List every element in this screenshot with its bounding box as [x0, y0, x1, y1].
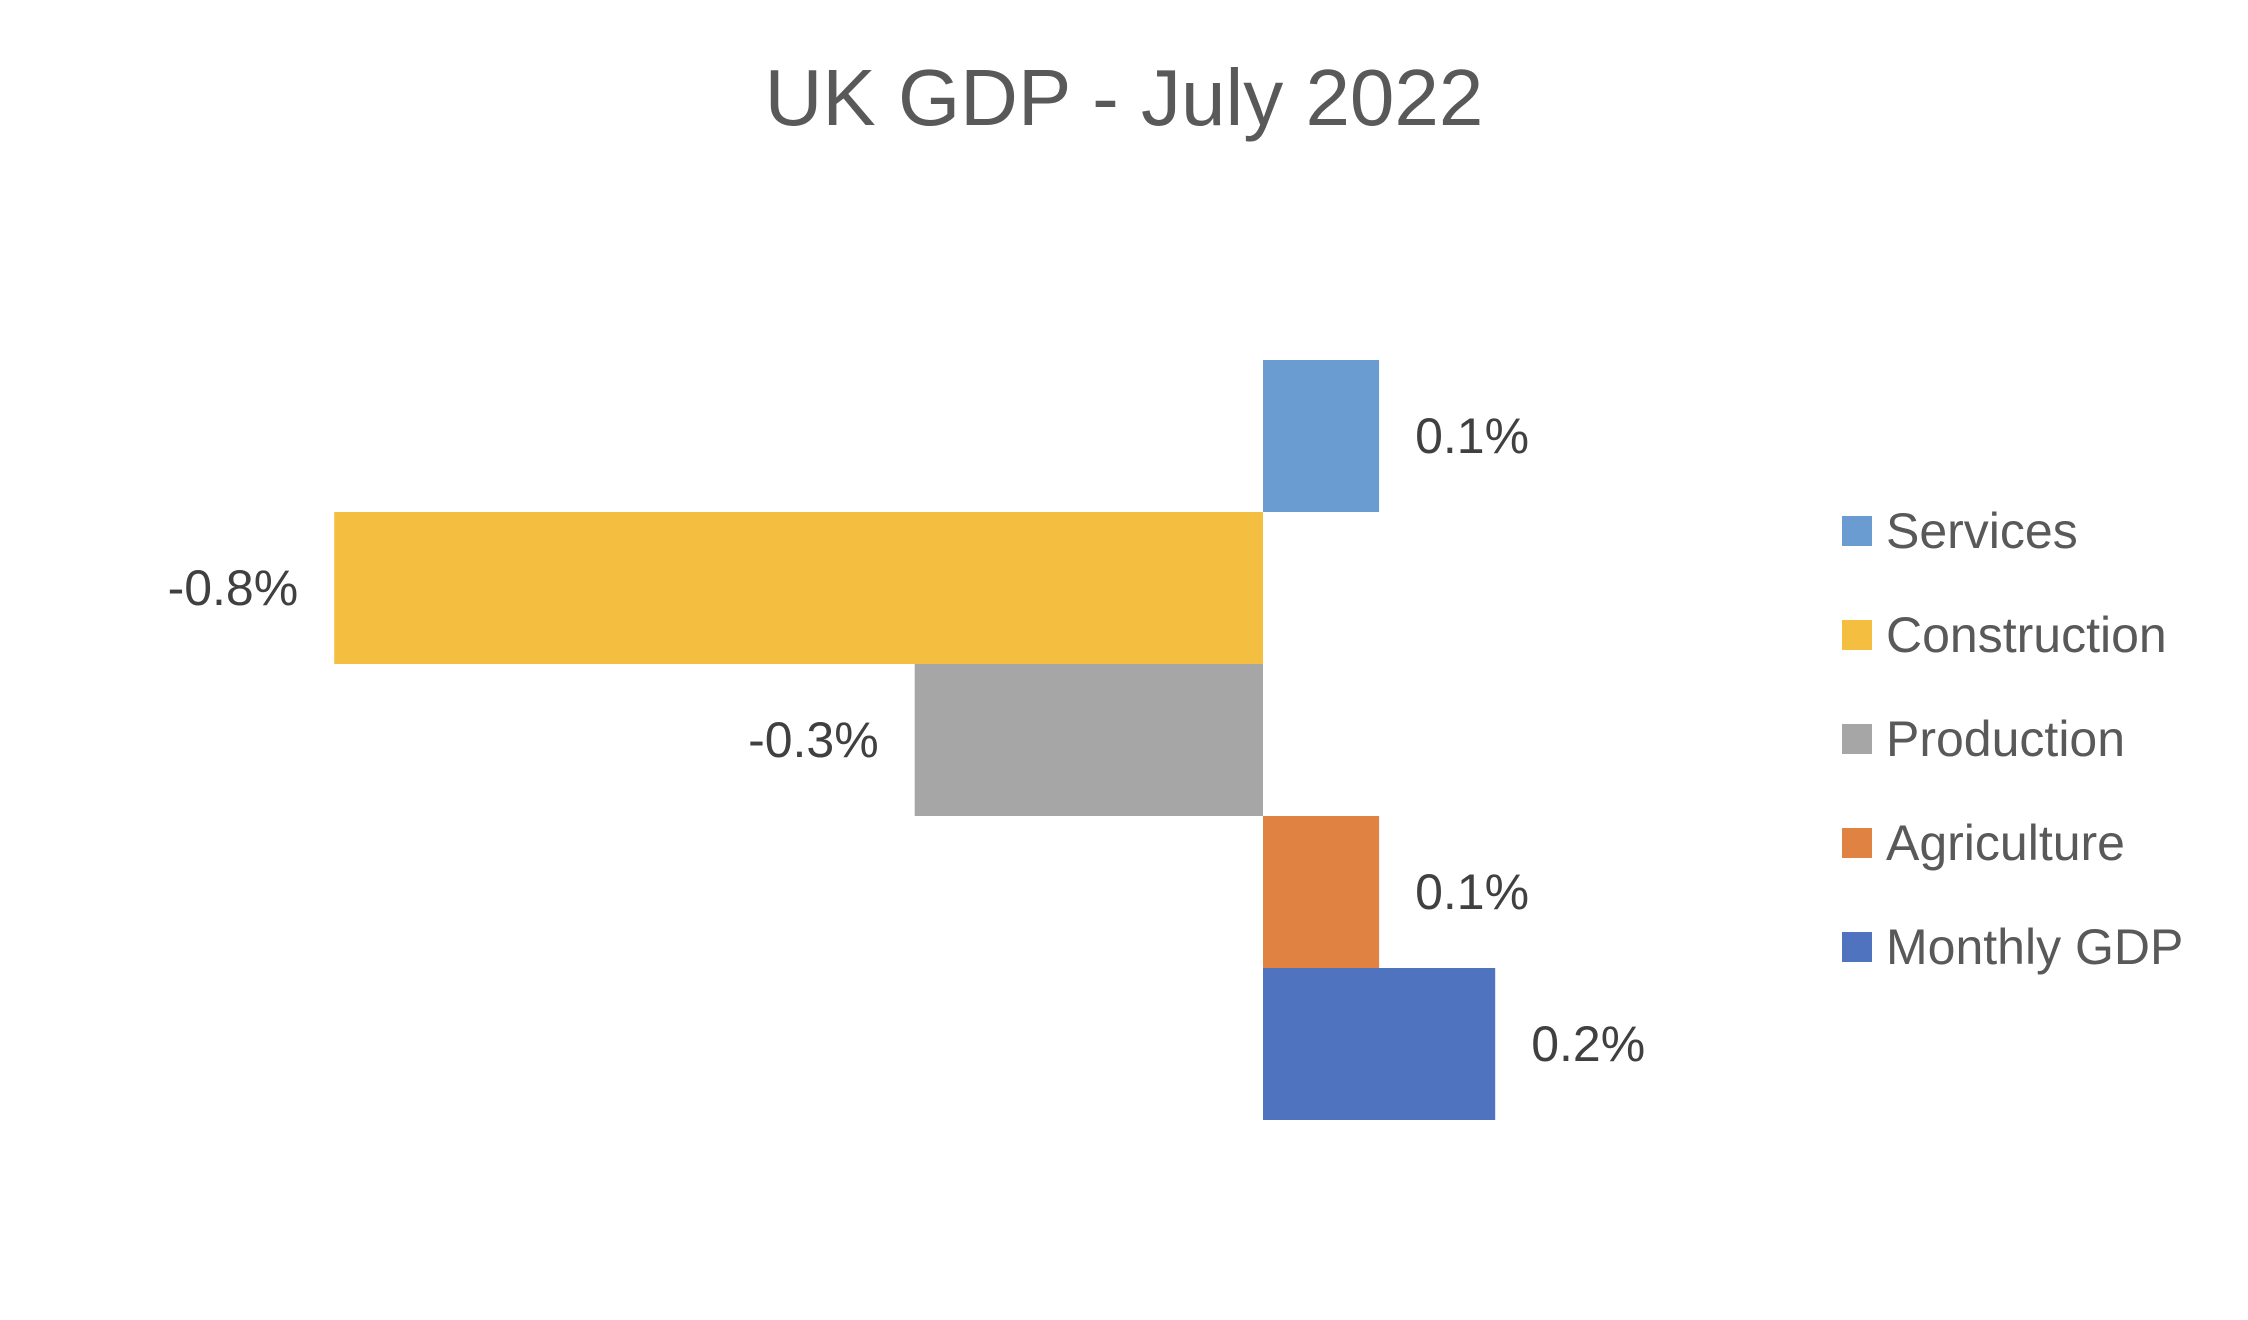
- bar-agriculture: [1263, 816, 1380, 968]
- data-label-construction: -0.8%: [168, 560, 299, 616]
- chart-title: UK GDP - July 2022: [765, 53, 1484, 142]
- legend-swatch-services: [1842, 516, 1872, 546]
- data-label-monthly-gdp: 0.2%: [1531, 1016, 1645, 1072]
- legend-item-agriculture: Agriculture: [1842, 815, 2125, 871]
- bars-group: [334, 360, 1496, 1120]
- data-labels-group: 0.1% -0.8% -0.3% 0.1% 0.2%: [168, 408, 1646, 1072]
- data-label-production: -0.3%: [748, 712, 879, 768]
- legend-item-construction: Construction: [1842, 607, 2167, 663]
- legend: Services Construction Production Agricultur…: [1842, 503, 2183, 975]
- legend-label-monthly-gdp: Monthly GDP: [1886, 919, 2183, 975]
- bar-monthly-gdp: [1263, 968, 1496, 1120]
- data-label-agriculture: 0.1%: [1415, 864, 1529, 920]
- legend-swatch-agriculture: [1842, 828, 1872, 858]
- legend-label-production: Production: [1886, 711, 2125, 767]
- bar-services: [1263, 360, 1380, 512]
- legend-label-services: Services: [1886, 503, 2078, 559]
- legend-swatch-production: [1842, 724, 1872, 754]
- legend-item-production: Production: [1842, 711, 2125, 767]
- data-label-services: 0.1%: [1415, 408, 1529, 464]
- legend-swatch-construction: [1842, 620, 1872, 650]
- legend-label-construction: Construction: [1886, 607, 2167, 663]
- legend-swatch-monthly-gdp: [1842, 932, 1872, 962]
- legend-item-services: Services: [1842, 503, 2078, 559]
- legend-label-agriculture: Agriculture: [1886, 815, 2125, 871]
- legend-item-monthly-gdp: Monthly GDP: [1842, 919, 2183, 975]
- bar-construction: [334, 512, 1263, 664]
- bar-production: [914, 664, 1263, 816]
